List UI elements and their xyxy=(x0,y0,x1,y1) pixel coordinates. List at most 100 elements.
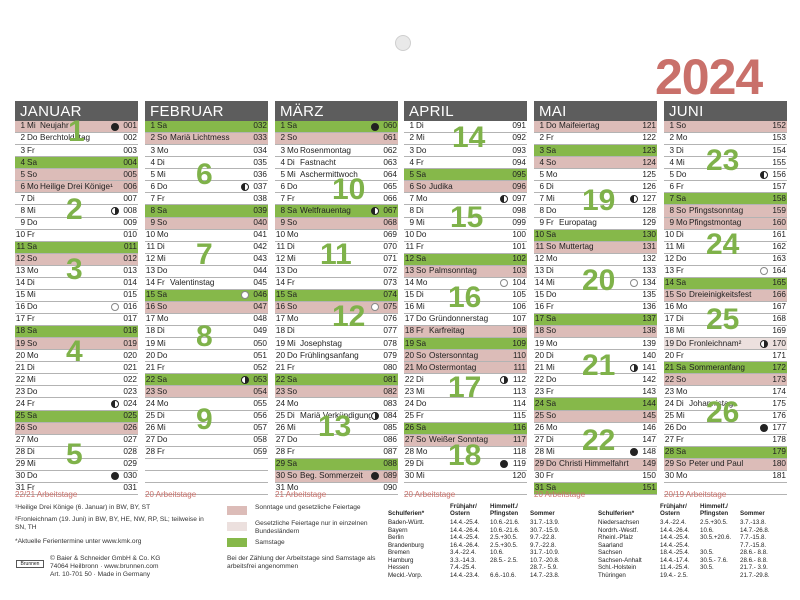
day-of-year: 013 xyxy=(123,266,137,276)
day-row: 29 Do Christi Himmelfahrt 149 xyxy=(534,458,657,471)
day-of-year: 031 xyxy=(123,483,137,493)
empty-row xyxy=(145,483,268,495)
day-row: 23 Mo 174 xyxy=(664,386,787,399)
weekday: Mi xyxy=(546,193,555,203)
weekday: Mo xyxy=(27,266,39,276)
day-of-year: 010 xyxy=(123,229,137,239)
week-number: 18 xyxy=(448,439,482,472)
day-row: 13 So Palmsonntag 103 xyxy=(404,265,527,278)
week-number: 23 xyxy=(706,144,740,177)
day-row: 12 Mi 043 xyxy=(145,254,268,266)
day-row: 29 Mi 029 xyxy=(15,459,138,471)
day-of-year: 099 xyxy=(512,217,526,227)
full-moon-icon xyxy=(500,279,508,288)
day-number: 17 xyxy=(534,314,544,324)
day-row: 14 Fr Valentinstag 045 xyxy=(145,278,268,290)
day-row: 18 Di 077 xyxy=(275,326,398,339)
day-row: 2 So Mariä Lichtmess 033 xyxy=(145,133,268,146)
weekday: Di xyxy=(676,145,684,155)
weekday: Di xyxy=(546,181,554,191)
day-of-year: 129 xyxy=(642,217,656,227)
day-number: 11 xyxy=(665,242,675,252)
day-of-year: 050 xyxy=(253,338,267,348)
day-of-year: 005 xyxy=(123,169,137,179)
legend-swatch-sonntage xyxy=(227,506,247,515)
day-row: 24 Do 114 xyxy=(404,398,527,411)
day-number: 1 xyxy=(150,121,155,131)
weekday: Mo xyxy=(676,302,688,312)
day-number: 29 xyxy=(404,459,414,469)
weekday: Fr xyxy=(546,217,554,227)
day-row: 22 Sa 053 xyxy=(145,374,268,387)
day-number: 13 xyxy=(145,266,155,276)
day-number: 28 xyxy=(534,447,544,457)
day-row: 13 Do 072 xyxy=(275,266,398,278)
day-number: 3 xyxy=(669,145,674,155)
day-of-year: 038 xyxy=(253,193,267,203)
day-number: 6 xyxy=(409,181,414,191)
day-row: 22 Do 142 xyxy=(534,374,657,387)
day-number: 21 xyxy=(664,362,674,372)
day-number: 18 xyxy=(15,326,25,336)
new-moon-icon xyxy=(760,424,768,433)
day-number: 21 xyxy=(15,362,25,372)
weekday: Sa xyxy=(676,278,687,288)
day-of-year: 090 xyxy=(383,483,397,493)
weekday: Di xyxy=(287,242,295,252)
day-row: 1 Di 091 xyxy=(404,121,527,134)
day-row: 4 Sa 004 xyxy=(15,157,138,170)
day-number: 25 xyxy=(15,410,25,420)
weekday: Do xyxy=(157,181,168,191)
holiday-name: Josephstag xyxy=(300,339,342,348)
day-number: 11 xyxy=(146,242,156,252)
day-of-year: 121 xyxy=(642,121,656,131)
day-row: 23 So 082 xyxy=(275,386,398,399)
day-number: 22 xyxy=(534,374,544,384)
day-of-year: 051 xyxy=(253,350,267,360)
school-cell-h: 2.5.+30.5. xyxy=(490,534,518,541)
day-number: 12 xyxy=(664,254,674,264)
day-row: 6 Fr 157 xyxy=(664,181,787,194)
day-number: 26 xyxy=(664,422,674,432)
holiday-name: Beg. Sommerzeit xyxy=(300,472,363,481)
day-row: 31 Mo 090 xyxy=(275,483,398,495)
school-header-f: Frühjahr/ Ostern xyxy=(660,503,687,518)
holiday-name: Rosenmontag xyxy=(300,146,351,155)
day-row: 27 Mo 027 xyxy=(15,435,138,447)
day-number: 17 xyxy=(275,314,285,324)
weekday: Di xyxy=(546,435,554,445)
day-of-year: 088 xyxy=(383,459,397,469)
day-of-year: 004 xyxy=(123,157,137,167)
holiday-name: Dreieinigkeitsfest xyxy=(689,291,752,300)
holiday-name: Frühlingsanfang xyxy=(300,351,359,360)
day-number: 29 xyxy=(664,459,674,469)
day-of-year: 132 xyxy=(642,254,656,264)
school-cell-f: 3.3.-14.3. xyxy=(450,556,477,564)
day-row: 26 Mo 146 xyxy=(534,423,657,435)
day-of-year: 170 xyxy=(772,338,786,348)
day-number: 3 xyxy=(409,145,414,155)
holiday-name: Fastnacht xyxy=(300,158,336,167)
day-of-year: 131 xyxy=(642,242,656,252)
day-row: 3 Mo Rosenmontag 062 xyxy=(275,145,398,158)
weekday: Fr xyxy=(546,471,554,481)
weekday: So xyxy=(287,386,298,396)
weekday: Sa xyxy=(676,362,687,372)
weekday: So xyxy=(27,422,38,432)
month-mai: MAI 1 Do Maifeiertag 121 2 Fr 122 3 Sa 123 4 So 124 5 M… xyxy=(534,101,657,495)
weekday: Do xyxy=(676,254,687,264)
day-of-year: 052 xyxy=(253,362,267,372)
day-number: 12 xyxy=(275,254,285,264)
day-number: 16 xyxy=(275,302,285,312)
day-of-year: 080 xyxy=(383,362,397,372)
last-quarter-moon-icon xyxy=(630,194,638,203)
day-number: 6 xyxy=(150,181,155,191)
holiday-name: Mariä Lichtmess xyxy=(170,134,230,143)
weekday: Mi xyxy=(287,169,296,179)
day-of-year: 126 xyxy=(642,181,656,191)
day-of-year: 028 xyxy=(123,447,137,457)
weekday: Sa xyxy=(416,422,427,432)
day-row: 11 Fr 101 xyxy=(404,242,527,254)
weekday: So xyxy=(676,374,687,384)
day-row: 1 So 152 xyxy=(664,121,787,134)
